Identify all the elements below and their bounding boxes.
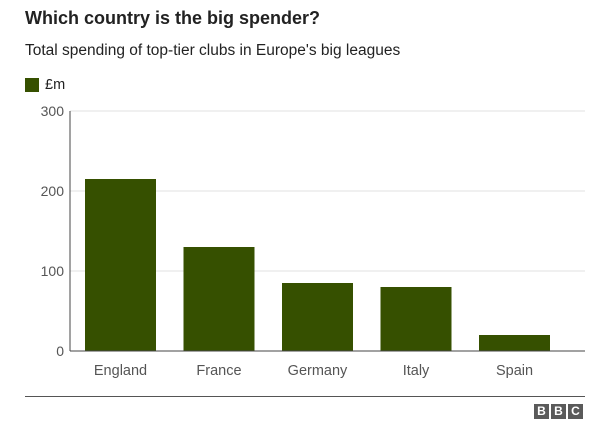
x-tick-label: England: [94, 363, 147, 379]
y-tick-label: 300: [41, 103, 65, 119]
bar: [183, 247, 255, 351]
y-tick-label: 0: [56, 343, 64, 359]
legend-label: £m: [45, 77, 66, 93]
bar: [85, 179, 156, 351]
footer-divider: [25, 396, 585, 397]
bar: [380, 287, 452, 351]
bar: [479, 335, 550, 351]
y-tick-label: 200: [41, 183, 65, 199]
x-tick-label: Italy: [403, 363, 430, 379]
chart-subtitle: Total spending of top-tier clubs in Euro…: [25, 42, 401, 59]
legend: £m: [25, 77, 65, 93]
bbc-logo-letter: B: [551, 404, 566, 419]
bar-chart: 0 100 200 300 England France Germany Italy Spain: [41, 103, 585, 379]
x-tick-label: Spain: [496, 363, 533, 379]
legend-swatch: [25, 78, 39, 92]
y-tick-label: 100: [41, 263, 65, 279]
bbc-logo-letter: B: [534, 404, 549, 419]
bar: [282, 283, 353, 351]
chart-title: Which country is the big spender?: [25, 8, 321, 28]
bbc-logo: B B C: [534, 404, 583, 419]
x-tick-label: Germany: [288, 363, 348, 379]
bbc-logo-letter: C: [568, 404, 583, 419]
x-tick-label: France: [196, 363, 241, 379]
